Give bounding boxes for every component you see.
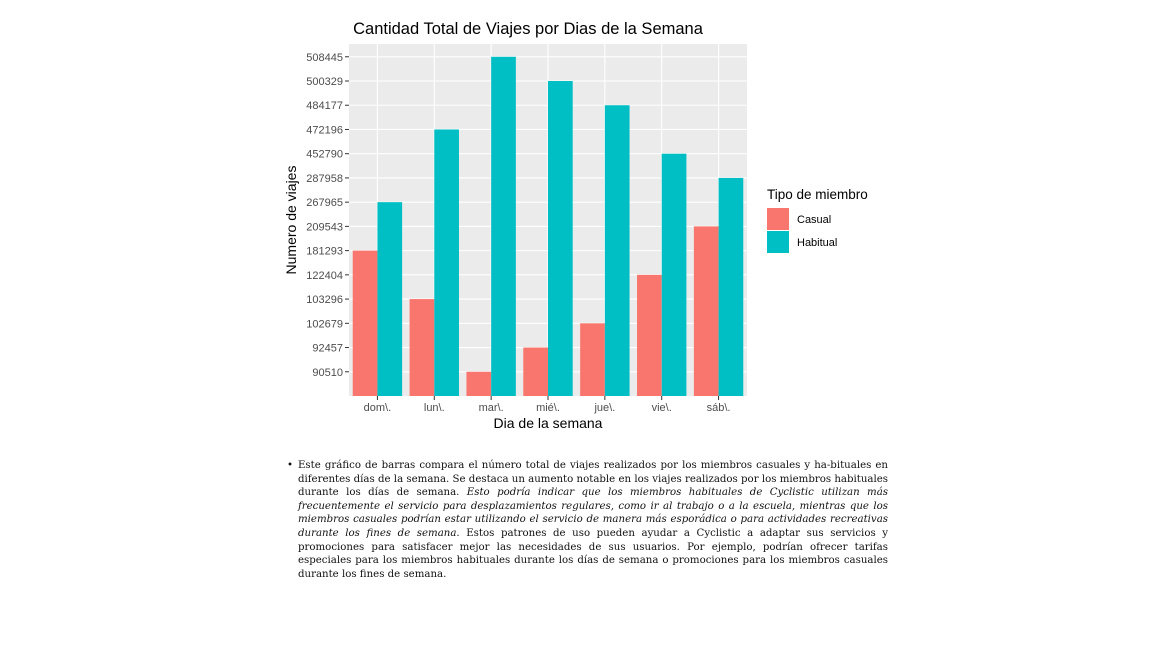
y-tick-label: 92457 bbox=[312, 343, 343, 355]
y-tick-label: 209543 bbox=[306, 221, 343, 233]
bar-casual bbox=[637, 274, 662, 396]
x-tick-label: vie\. bbox=[652, 402, 672, 414]
y-tick-label: 452790 bbox=[306, 149, 343, 161]
bar-casual bbox=[693, 226, 719, 396]
bar-casual bbox=[523, 347, 548, 396]
bars-group bbox=[352, 56, 744, 397]
bar-habitual bbox=[604, 105, 630, 397]
bar-casual bbox=[409, 299, 435, 396]
y-tick-label: 90510 bbox=[312, 367, 343, 379]
legend: Tipo de miembro Casual Habitual bbox=[767, 187, 868, 253]
x-tick-label: dom\. bbox=[364, 402, 392, 414]
legend-title: Tipo de miembro bbox=[767, 187, 868, 202]
y-axis-label: Numero de viajes bbox=[283, 166, 299, 275]
caption-paragraph: • Este gráfico de barras compara el núme… bbox=[287, 459, 888, 581]
legend-key-casual bbox=[767, 208, 789, 230]
caption-part-1: Este gráfico de barras compara el número… bbox=[298, 460, 888, 499]
y-tick-label: 181293 bbox=[306, 246, 343, 258]
chart-title: Cantidad Total de Viajes por Dias de la … bbox=[353, 20, 704, 38]
bar-casual bbox=[580, 323, 605, 396]
chart-svg: Cantidad Total de Viajes por Dias de la … bbox=[283, 20, 868, 431]
y-tick-label: 484177 bbox=[306, 100, 343, 112]
caption-part-2: Esto podría indicar que los miembros hab… bbox=[298, 487, 888, 539]
bar-habitual bbox=[548, 81, 573, 396]
bar-casual bbox=[466, 371, 492, 396]
bar-chart: Cantidad Total de Viajes por Dias de la … bbox=[283, 20, 868, 431]
y-tick-label: 287958 bbox=[306, 173, 343, 185]
bar-habitual bbox=[661, 153, 687, 396]
y-tick-label: 102679 bbox=[306, 318, 343, 330]
x-tick-label: lun\. bbox=[424, 402, 445, 414]
y-tick-label: 122404 bbox=[306, 270, 343, 282]
y-tick-label: 500329 bbox=[306, 76, 343, 88]
bar-habitual bbox=[377, 202, 403, 396]
x-tick-label: sáb\. bbox=[707, 402, 731, 414]
bar-habitual bbox=[491, 56, 516, 396]
x-tick-label: mié\. bbox=[536, 402, 560, 414]
y-tick-label: 103296 bbox=[306, 294, 343, 306]
legend-label: Habitual bbox=[797, 237, 837, 249]
x-axis-label: Dia de la semana bbox=[494, 415, 603, 431]
bullet-icon: • bbox=[287, 460, 294, 471]
caption-text: Este gráfico de barras compara el número… bbox=[298, 459, 888, 581]
x-tick-label: jue\. bbox=[593, 402, 615, 414]
caption-part-3: Estos patrones de uso pueden ayudar a Cy… bbox=[298, 527, 889, 580]
legend-label: Casual bbox=[797, 214, 831, 226]
legend-key-habitual bbox=[767, 231, 789, 253]
bar-casual bbox=[352, 250, 378, 396]
bar-habitual bbox=[434, 129, 459, 396]
x-axis: dom\. lun\. mar\. mié\. jue\. vie\. sáb\. bbox=[364, 396, 731, 414]
x-tick-label: mar\. bbox=[479, 402, 504, 414]
y-tick-label: 508445 bbox=[306, 52, 343, 64]
y-tick-label: 267965 bbox=[306, 197, 343, 209]
y-tick-label: 472196 bbox=[306, 124, 343, 136]
bar-habitual bbox=[718, 177, 744, 396]
y-axis: 90510 92457 102679 103296 122404 181293 209543… bbox=[306, 52, 349, 379]
